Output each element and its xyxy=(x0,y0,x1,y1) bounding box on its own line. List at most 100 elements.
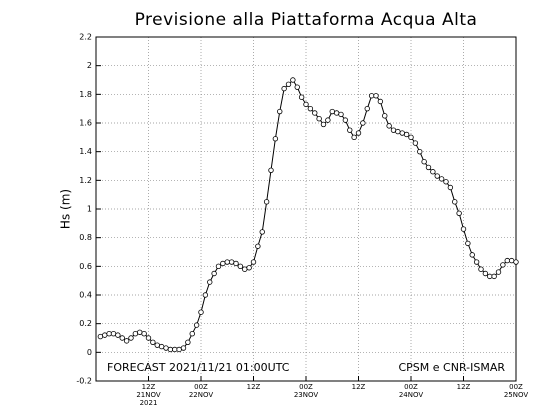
data-point xyxy=(465,240,471,247)
data-point xyxy=(123,338,130,344)
data-point xyxy=(224,259,230,265)
data-point xyxy=(242,266,248,272)
data-point xyxy=(438,176,445,182)
data-point xyxy=(473,259,480,265)
data-point xyxy=(395,128,401,135)
data-point xyxy=(347,127,353,133)
y-tick-label: 2 xyxy=(87,61,92,70)
data-point xyxy=(478,266,484,272)
data-point xyxy=(193,322,200,328)
data-point xyxy=(338,111,344,118)
x-tick-label: 12Z xyxy=(247,383,261,391)
data-point xyxy=(102,332,108,338)
data-point xyxy=(237,263,244,270)
y-tick-label: 1.6 xyxy=(79,119,92,128)
data-point xyxy=(281,85,287,92)
data-point xyxy=(110,331,117,337)
y-tick-label: 0 xyxy=(87,348,92,357)
y-tick-label: 0.2 xyxy=(79,319,92,328)
data-point xyxy=(272,136,279,142)
data-point xyxy=(386,123,392,129)
chart-title: Previsione alla Piattaforma Acqua Alta xyxy=(135,10,478,30)
data-point xyxy=(167,346,174,353)
y-tick-label: 0.8 xyxy=(79,233,92,242)
x-tick-label: 12Z xyxy=(457,383,471,391)
data-point xyxy=(368,93,375,99)
data-point xyxy=(198,309,204,315)
data-point xyxy=(456,210,462,216)
data-point xyxy=(482,270,489,277)
data-point xyxy=(316,115,322,122)
data-point xyxy=(500,262,506,268)
annotation: CPSM e CNR-ISMAR xyxy=(398,361,505,374)
data-point xyxy=(172,346,178,353)
data-point xyxy=(487,273,493,280)
data-point xyxy=(185,339,191,345)
data-point xyxy=(320,121,327,128)
data-point xyxy=(417,148,423,155)
data-point xyxy=(132,331,139,337)
x-tick-label: 23NOV xyxy=(294,391,319,399)
data-point xyxy=(176,346,182,353)
data-point xyxy=(189,331,195,337)
data-point xyxy=(403,131,410,138)
data-point xyxy=(491,273,497,280)
data-point xyxy=(443,179,449,185)
data-point xyxy=(312,110,318,116)
data-point xyxy=(163,345,169,351)
data-point xyxy=(285,81,292,87)
y-tick-label: 0.6 xyxy=(79,262,92,271)
data-point xyxy=(207,279,213,285)
data-point xyxy=(97,333,104,340)
y-tick-label: 0.4 xyxy=(79,291,92,300)
data-point xyxy=(421,158,427,165)
x-tick-label: 12Z xyxy=(352,383,366,391)
y-tick-label: 1 xyxy=(87,205,92,214)
x-tick-label: 00Z xyxy=(404,383,418,391)
plot-frame xyxy=(95,36,517,382)
data-point xyxy=(128,335,134,341)
data-point xyxy=(277,108,283,115)
data-point xyxy=(508,257,515,264)
data-point xyxy=(390,127,397,133)
data-point xyxy=(430,169,436,175)
data-point xyxy=(351,134,357,141)
x-tick-label: 21NOV xyxy=(136,391,161,399)
data-point xyxy=(434,173,440,179)
data-point xyxy=(106,331,112,337)
x-tick-label: 25NOV xyxy=(504,391,529,399)
data-point xyxy=(447,184,454,191)
data-point xyxy=(115,332,121,338)
data-point xyxy=(220,260,226,267)
x-tick-label: 24NOV xyxy=(399,391,424,399)
data-point xyxy=(259,229,265,235)
data-point xyxy=(137,329,143,335)
data-point xyxy=(294,84,300,90)
x-tick-label: 2021 xyxy=(140,399,158,407)
data-point xyxy=(373,93,379,99)
annotation: FORECAST 2021/11/21 01:00UTC xyxy=(107,361,290,374)
data-point xyxy=(180,345,187,351)
data-point xyxy=(382,113,388,119)
data-point xyxy=(215,263,222,270)
data-point xyxy=(303,101,309,108)
data-point xyxy=(158,343,165,350)
data-point xyxy=(364,105,370,112)
data-point xyxy=(250,259,257,265)
data-point xyxy=(255,243,261,249)
data-point xyxy=(298,94,305,100)
y-tick-label: 1.8 xyxy=(79,90,92,99)
y-tick-label: -0.2 xyxy=(76,377,92,386)
data-point xyxy=(246,265,252,271)
data-point xyxy=(355,130,362,136)
data-point xyxy=(119,335,125,341)
data-point xyxy=(452,199,458,205)
data-point xyxy=(325,117,331,123)
data-point xyxy=(211,270,217,277)
data-point xyxy=(268,167,274,173)
data-point xyxy=(460,226,467,232)
data-point xyxy=(412,140,419,146)
data-point xyxy=(150,339,156,345)
data-point xyxy=(307,105,314,112)
